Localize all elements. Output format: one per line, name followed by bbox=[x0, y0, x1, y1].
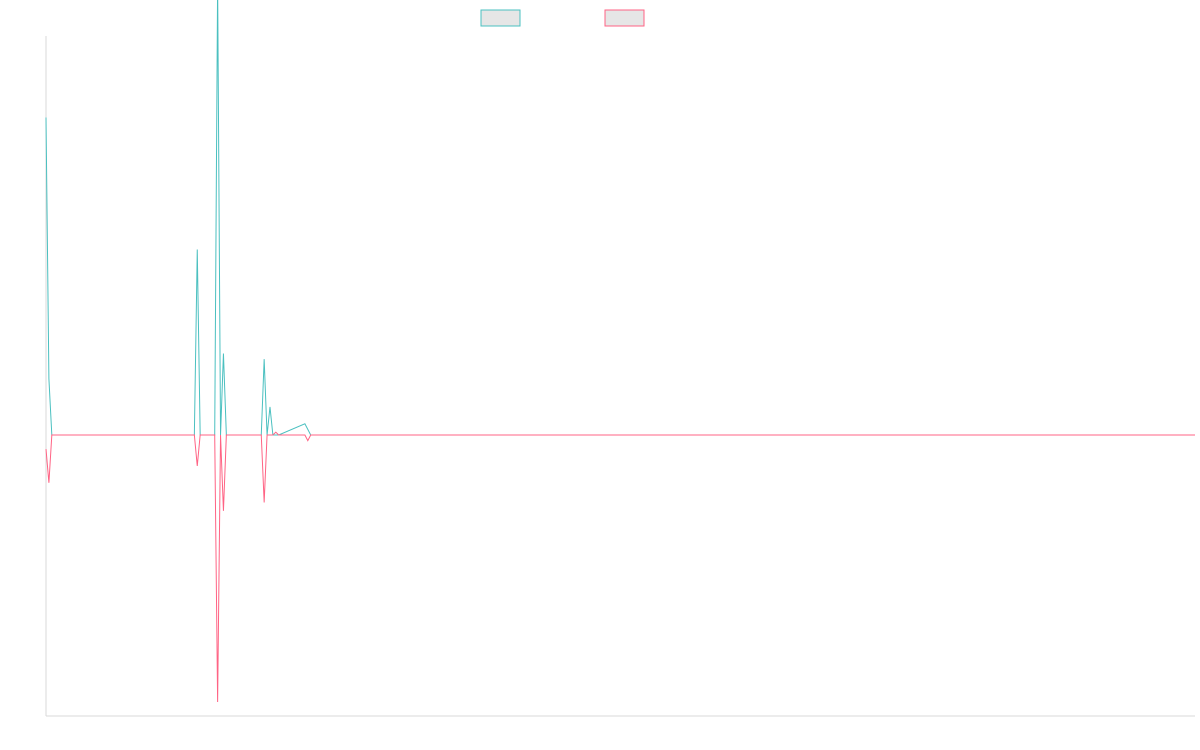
legend-swatch-2[interactable] bbox=[604, 9, 645, 27]
series-layer bbox=[45, 0, 1195, 702]
series-line-1 bbox=[45, 0, 1195, 436]
series-line-2 bbox=[45, 431, 1195, 702]
legend[interactable] bbox=[480, 9, 645, 27]
legend-swatch-1[interactable] bbox=[480, 9, 521, 27]
